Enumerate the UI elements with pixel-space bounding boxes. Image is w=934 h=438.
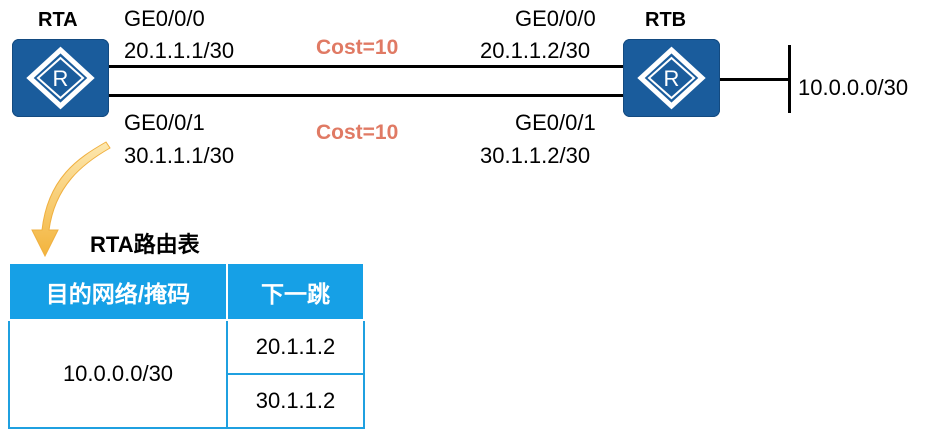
rta-label: RTA [38, 9, 78, 31]
rtb-ip-30: 30.1.1.2/30 [480, 143, 591, 168]
table-row: 10.0.0.0/30 20.1.1.2 [8, 319, 365, 429]
header-next-hop: 下一跳 [226, 262, 365, 321]
network-label: 10.0.0.0/30 [798, 75, 909, 100]
rtb-if-ge0-0-0: GE0/0/0 [515, 6, 596, 31]
svg-text:R: R [664, 66, 680, 91]
rta-ip-20: 20.1.1.1/30 [124, 38, 235, 63]
curved-arrow-icon [31, 141, 111, 258]
link-ge0-0-1 [109, 94, 623, 97]
link-ge0-0-0 [109, 65, 623, 68]
header-destination: 目的网络/掩码 [8, 262, 228, 321]
table-row: 30.1.1.2 [9, 373, 365, 429]
svg-text:R: R [53, 66, 69, 91]
cost-label-link1: Cost=10 [316, 36, 399, 59]
network-bar [788, 45, 791, 113]
routing-table-title: RTA路由表 [90, 232, 200, 257]
rta-router-icon: R [12, 39, 109, 117]
table-header-row: 目的网络/掩码 下一跳 [8, 262, 365, 321]
next-hop-cell: 20.1.1.2 [226, 319, 365, 375]
rta-if-ge0-0-0: GE0/0/0 [124, 6, 205, 31]
rtb-router-icon: R [623, 39, 720, 117]
rta-if-ge0-0-1: GE0/0/1 [124, 110, 205, 135]
rtb-if-ge0-0-1: GE0/0/1 [515, 110, 596, 135]
cost-label-link2: Cost=10 [316, 121, 399, 144]
rtb-label: RTB [645, 9, 687, 31]
routing-table: 目的网络/掩码 下一跳 10.0.0.0/30 20.1.1.2 30.1.1.… [8, 262, 365, 429]
rta-ip-30: 30.1.1.1/30 [124, 143, 235, 168]
rtb-ip-20: 20.1.1.2/30 [480, 38, 591, 63]
rtb-network-link [720, 78, 790, 81]
next-hop-cell: 30.1.1.2 [226, 373, 365, 429]
destination-cell: 10.0.0.0/30 [8, 319, 228, 429]
